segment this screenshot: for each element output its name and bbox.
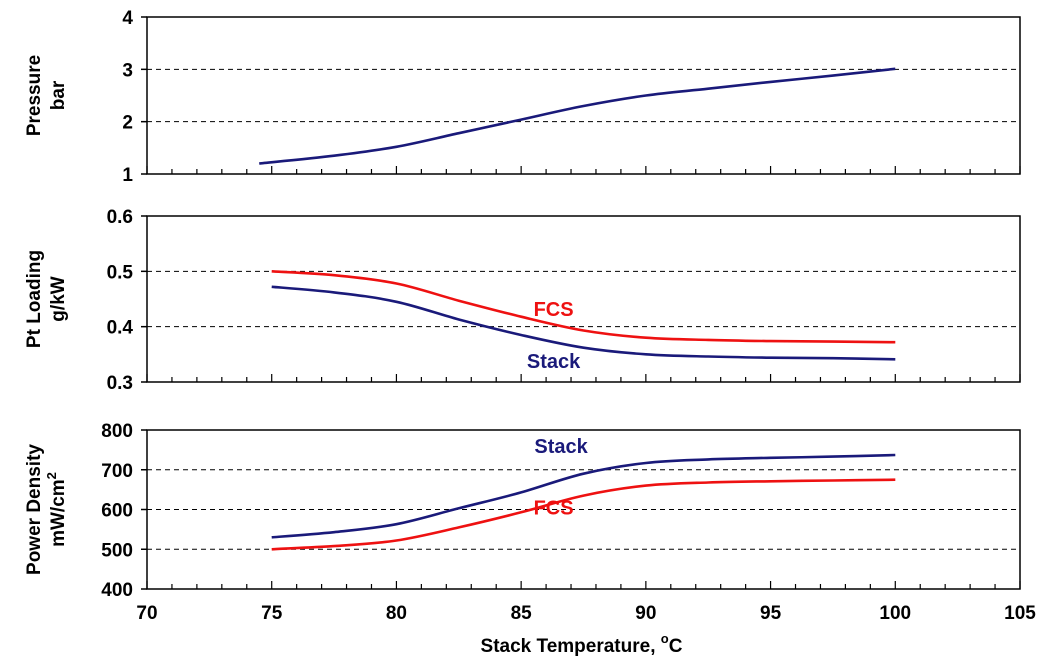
y-tick-label: 4 bbox=[122, 8, 133, 29]
y-tick-label: 0.6 bbox=[107, 207, 133, 228]
series-label-fcs: FCS bbox=[534, 498, 574, 520]
x-axis-label-degree: o bbox=[661, 631, 669, 646]
series-line-stack-panel2 bbox=[271, 285, 896, 361]
series-label-fcs: FCS bbox=[534, 299, 574, 321]
y-axis-label-superscript: 2 bbox=[44, 472, 59, 479]
y-axis-label: Pressure bar bbox=[24, 55, 69, 136]
panel-3: 400 500 600 700 800 Power Density mW/cm2 Stack F… bbox=[24, 421, 1036, 657]
y-tick-label: 1 bbox=[122, 165, 133, 186]
y-tick-label: 400 bbox=[101, 580, 133, 601]
y-axis-label-line1: Pressure bbox=[24, 55, 45, 136]
y-axis-label-line2: mW/cm bbox=[48, 479, 69, 547]
series-line-fcs-panel3 bbox=[271, 478, 896, 551]
series-label-stack: Stack bbox=[527, 351, 581, 373]
x-axis-label-unit: C bbox=[669, 636, 683, 657]
y-tick-label: 700 bbox=[101, 461, 133, 482]
x-tick-label: 95 bbox=[760, 603, 782, 624]
y-tick-label: 800 bbox=[101, 421, 133, 442]
panel-1: 1 2 3 4 Pressure bar bbox=[24, 8, 1021, 186]
y-axis-label-line2: bar bbox=[48, 80, 69, 110]
y-tick-label: 0.4 bbox=[107, 318, 134, 339]
x-tick-label: 80 bbox=[386, 603, 407, 624]
y-axis-label-line1: Power Density bbox=[24, 444, 45, 575]
y-tick-label: 500 bbox=[101, 540, 133, 561]
x-tick-label: 70 bbox=[136, 603, 157, 624]
plot-frame bbox=[146, 16, 1021, 175]
x-axis-label: Stack Temperature, oC bbox=[481, 631, 683, 657]
y-tick-label: 3 bbox=[122, 60, 133, 81]
series-line-series-panel1 bbox=[259, 67, 896, 165]
x-tick-label: 100 bbox=[879, 603, 911, 624]
y-axis-label: Power Density mW/cm2 bbox=[24, 444, 69, 575]
plot-frame bbox=[146, 215, 1021, 383]
y-tick-label: 0.3 bbox=[107, 373, 133, 394]
panel-2: 0.3 0.4 0.5 0.6 Pt Loading g/kW FCS Stack bbox=[24, 207, 1021, 394]
y-axis-label: Pt Loading g/kW bbox=[24, 250, 69, 348]
x-tick-label: 105 bbox=[1004, 603, 1036, 624]
series-label-stack: Stack bbox=[534, 436, 588, 458]
series-line-fcs-panel2 bbox=[271, 270, 896, 344]
y-tick-label: 2 bbox=[122, 113, 133, 134]
x-tick-label: 75 bbox=[261, 603, 283, 624]
x-axis-label-main: Stack Temperature, bbox=[481, 636, 661, 657]
y-axis-label-line1: Pt Loading bbox=[24, 250, 45, 348]
y-tick-label: 0.5 bbox=[107, 262, 134, 283]
y-axis-label-line2: g/kW bbox=[48, 276, 69, 321]
y-tick-label: 600 bbox=[101, 501, 133, 522]
x-tick-label: 85 bbox=[511, 603, 533, 624]
x-tick-label: 90 bbox=[635, 603, 656, 624]
series-line-stack-panel3 bbox=[271, 453, 896, 539]
